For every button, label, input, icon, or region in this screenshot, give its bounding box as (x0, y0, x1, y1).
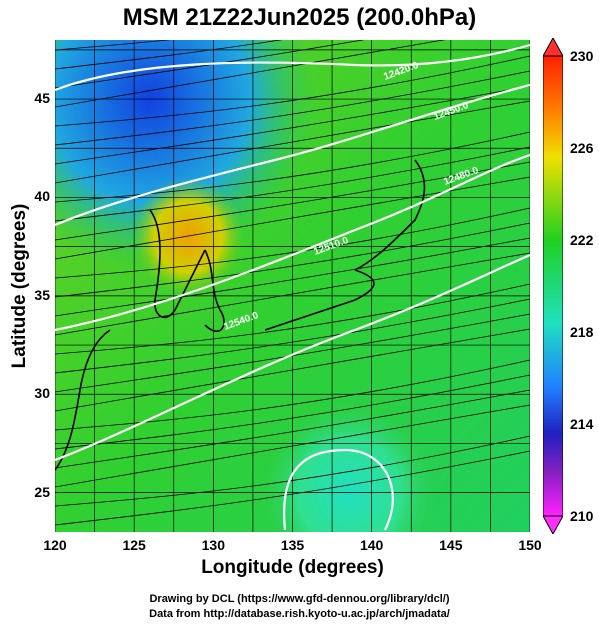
colorbar-tick-label: 218 (570, 324, 594, 340)
y-axis-label: Latitude (degrees) (9, 203, 30, 369)
x-tick-label: 125 (122, 537, 146, 553)
map-title: MSM 21Z22Jun2025 (200.0hPa) (122, 4, 477, 31)
x-tick-label: 130 (201, 537, 225, 553)
colorbar (543, 38, 563, 534)
streamline (55, 40, 172, 51)
x-tick-label: 120 (43, 537, 67, 553)
x-tick-label: 140 (359, 537, 384, 553)
y-tick-label: 45 (34, 90, 50, 107)
y-tick-label: 35 (34, 286, 50, 303)
colorbar-tick-label: 214 (570, 416, 594, 432)
y-tick-label: 40 (34, 188, 50, 205)
x-tick-label: 145 (439, 537, 463, 553)
coastlines (55, 159, 426, 471)
colorbar-tick-label: 230 (570, 48, 594, 64)
y-tick-label: 25 (34, 483, 50, 500)
y-tick-label: 30 (34, 385, 50, 402)
contour-lines (55, 43, 530, 531)
grid-lines (55, 40, 530, 532)
credit-drawing: Drawing by DCL (https://www.gfd-dennou.o… (149, 593, 450, 605)
credit-data: Data from http://database.rish.kyoto-u.a… (149, 608, 450, 620)
x-tick-label: 150 (518, 537, 542, 553)
x-tick-label: 135 (280, 537, 305, 553)
colorbar-tick-label: 222 (570, 232, 594, 248)
colorbar-tick-label: 226 (570, 140, 594, 156)
colorbar-tick-label: 210 (570, 508, 594, 524)
x-axis-label: Longitude (degrees) (201, 557, 384, 578)
